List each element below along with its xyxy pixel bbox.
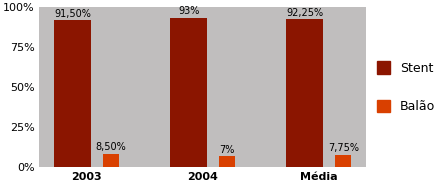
- Bar: [54, 20, 91, 167]
- Text: 8,50%: 8,50%: [96, 142, 126, 152]
- Bar: [103, 154, 119, 167]
- Bar: [219, 156, 235, 167]
- Bar: [286, 19, 323, 167]
- Text: 93%: 93%: [178, 6, 199, 16]
- Legend: Stent, Balão: Stent, Balão: [373, 56, 440, 118]
- Text: 92,25%: 92,25%: [286, 8, 323, 18]
- Bar: [335, 155, 351, 167]
- Text: 7%: 7%: [219, 144, 235, 154]
- Text: 91,50%: 91,50%: [54, 9, 91, 19]
- Text: 7,75%: 7,75%: [328, 143, 359, 153]
- Bar: [170, 18, 207, 167]
